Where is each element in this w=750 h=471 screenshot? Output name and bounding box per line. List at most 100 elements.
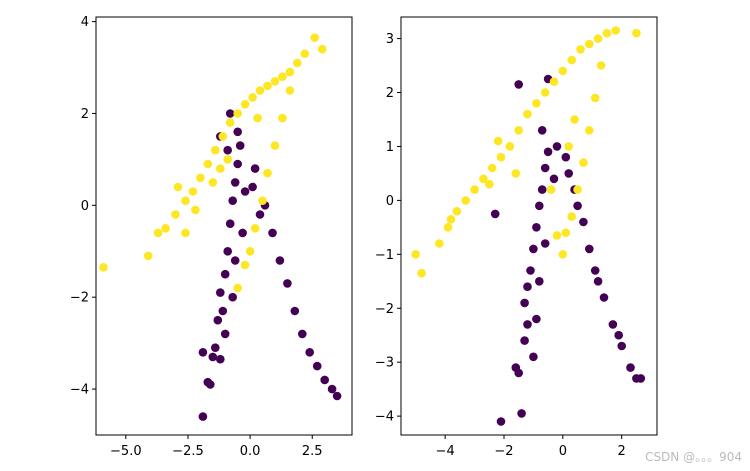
- x-tick-label: 0.0: [240, 444, 261, 459]
- point-class-1: [211, 145, 220, 155]
- point-class-0: [233, 127, 242, 137]
- point-class-1: [593, 34, 603, 43]
- point-class-0: [211, 343, 220, 353]
- point-class-0: [220, 329, 230, 339]
- point-class-0: [228, 292, 237, 302]
- x-tick-label: 2.5: [302, 444, 323, 459]
- point-class-1: [470, 185, 479, 194]
- axes-frame: [95, 16, 353, 436]
- point-class-1: [99, 263, 108, 272]
- point-class-1: [540, 88, 550, 97]
- point-class-1: [225, 118, 235, 127]
- point-class-1: [258, 196, 267, 205]
- point-class-0: [235, 141, 245, 150]
- point-class-0: [327, 384, 337, 394]
- y-tick-label: −2: [70, 291, 89, 306]
- point-class-0: [529, 352, 538, 362]
- point-class-1: [570, 115, 579, 124]
- y-tick-label: 0: [386, 194, 394, 209]
- point-class-0: [523, 282, 532, 292]
- point-class-1: [171, 210, 180, 219]
- point-class-1: [590, 93, 600, 103]
- point-class-1: [233, 283, 242, 293]
- point-class-1: [143, 251, 153, 261]
- point-class-0: [514, 368, 523, 378]
- point-class-0: [216, 288, 225, 297]
- point-class-1: [505, 142, 515, 151]
- point-class-1: [250, 224, 260, 233]
- point-class-0: [220, 269, 230, 279]
- y-tick-label: 4: [81, 15, 89, 30]
- point-class-0: [228, 196, 237, 205]
- point-class-1: [270, 77, 280, 86]
- point-class-1: [596, 61, 606, 70]
- point-class-0: [535, 277, 544, 286]
- y-tick-label: −3: [375, 356, 394, 371]
- point-class-1: [153, 228, 163, 238]
- watermark: CSDN @。。。904: [645, 450, 742, 464]
- point-class-1: [549, 77, 559, 86]
- point-class-0: [599, 293, 609, 302]
- point-class-1: [161, 224, 170, 233]
- point-class-1: [443, 223, 453, 232]
- point-class-0: [617, 341, 626, 351]
- point-class-1: [300, 49, 310, 58]
- point-class-1: [196, 173, 205, 183]
- point-class-1: [576, 45, 585, 54]
- point-class-0: [549, 174, 559, 184]
- point-class-0: [250, 164, 260, 173]
- point-class-1: [564, 142, 573, 151]
- point-class-0: [517, 409, 526, 418]
- point-class-0: [585, 244, 594, 254]
- point-class-1: [496, 152, 506, 162]
- point-class-0: [614, 330, 623, 340]
- point-class-0: [223, 145, 232, 155]
- point-class-1: [216, 164, 225, 173]
- x-tick-label: −2: [494, 444, 513, 459]
- point-class-0: [535, 201, 544, 211]
- point-class-1: [487, 163, 497, 173]
- point-class-1: [253, 113, 262, 123]
- point-class-0: [529, 244, 538, 254]
- point-class-1: [293, 58, 302, 68]
- point-class-1: [248, 93, 257, 102]
- x-tick-label: 0: [559, 444, 567, 459]
- point-class-0: [225, 109, 235, 118]
- y-tick-label: −4: [375, 410, 394, 425]
- point-class-1: [223, 155, 232, 164]
- point-class-0: [230, 256, 240, 265]
- point-class-0: [198, 412, 208, 421]
- point-class-1: [573, 185, 582, 194]
- point-class-0: [520, 298, 529, 308]
- point-class-0: [206, 380, 215, 389]
- y-tick-label: 3: [386, 32, 394, 47]
- point-class-0: [590, 266, 600, 275]
- point-class-1: [558, 66, 568, 76]
- point-class-1: [278, 72, 287, 81]
- point-class-0: [305, 348, 315, 357]
- point-class-0: [223, 247, 232, 256]
- x-tick-label: 2: [618, 444, 626, 459]
- point-class-0: [490, 209, 500, 219]
- point-class-0: [543, 147, 553, 157]
- point-class-0: [218, 306, 228, 316]
- point-class-1: [479, 174, 488, 184]
- point-class-0: [233, 159, 242, 169]
- point-class-0: [198, 348, 208, 357]
- point-class-0: [230, 178, 240, 187]
- point-class-0: [298, 329, 307, 339]
- point-class-1: [585, 39, 594, 49]
- y-tick-label: −1: [375, 248, 394, 263]
- y-tick-label: 2: [386, 86, 394, 101]
- point-class-0: [208, 352, 218, 362]
- point-class-1: [181, 228, 190, 238]
- point-class-0: [561, 152, 571, 162]
- y-tick-label: 2: [81, 107, 89, 122]
- point-class-0: [275, 256, 285, 265]
- point-class-1: [567, 55, 576, 65]
- scatter-plot-left: −5.0 −2.5 0.0 2.5 −4 −2 0 2 4: [70, 15, 353, 459]
- point-class-1: [310, 33, 320, 42]
- point-class-1: [255, 86, 265, 95]
- point-class-0: [540, 239, 550, 248]
